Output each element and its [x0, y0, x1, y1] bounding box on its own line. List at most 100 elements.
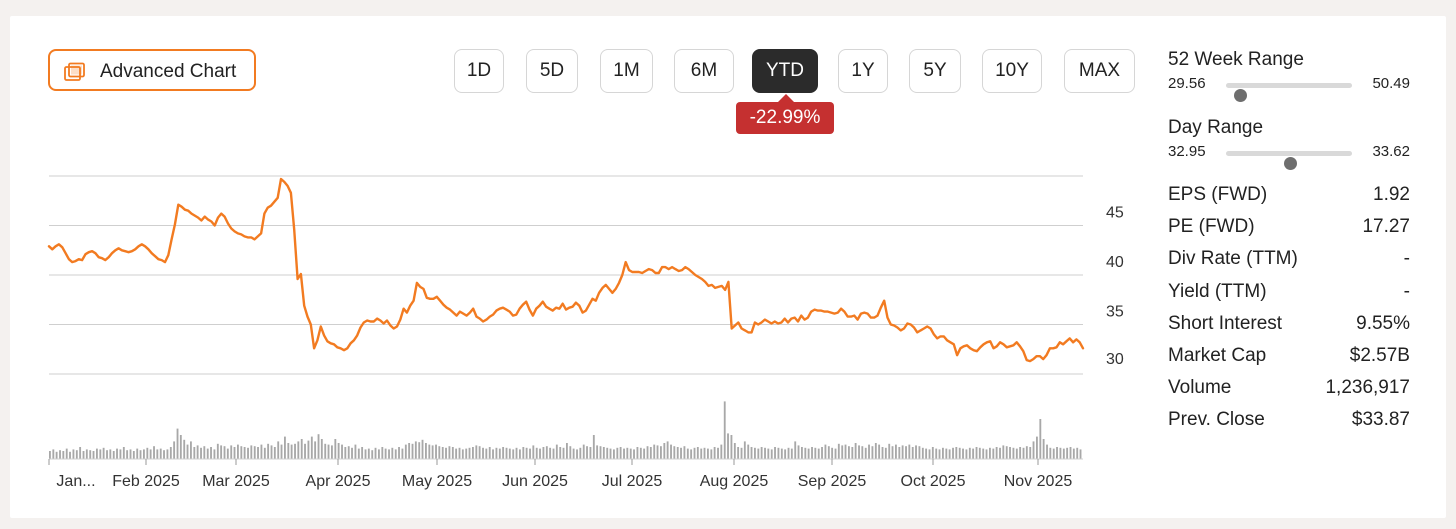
volume-bar [710, 449, 713, 459]
range-button-5d[interactable]: 5D [526, 49, 578, 93]
range-button-1d[interactable]: 1D [454, 49, 504, 93]
stat-row: Prev. Close $33.87 [1168, 409, 1410, 433]
volume-bar [535, 447, 538, 459]
volume-bar [438, 446, 441, 459]
volume-bar [589, 447, 592, 459]
volume-bar [139, 450, 142, 459]
range-button-1m[interactable]: 1M [600, 49, 653, 93]
y-tick-label: 40 [1106, 254, 1124, 271]
volume-bar [861, 446, 864, 459]
volume-bar [435, 444, 437, 459]
volume-bar [831, 447, 834, 459]
volume-bar [787, 447, 790, 459]
stat-label: PE (FWD) [1168, 216, 1255, 238]
stat-label: Volume [1168, 377, 1232, 399]
stat-value: $2.57B [1349, 345, 1410, 366]
volume-bar [978, 447, 981, 459]
volume-bar [260, 444, 263, 459]
volume-bar [381, 447, 384, 459]
volume-bar [915, 445, 917, 459]
volume-bar [905, 446, 907, 459]
volume-bar [388, 449, 390, 459]
volume-bar [851, 447, 854, 459]
volume-bar [425, 443, 427, 459]
volume-bar [344, 447, 347, 459]
stat-value: $33.87 [1351, 409, 1410, 431]
volume-bar [394, 449, 397, 459]
volume-bar [898, 447, 901, 459]
volume-bar [331, 445, 333, 459]
x-tick-label: Jun 2025 [502, 473, 568, 490]
volume-bar [519, 449, 521, 459]
day-range-title: Day Range [1168, 117, 1264, 138]
volume-bar [586, 446, 588, 459]
volume-bar [545, 446, 548, 459]
volume-bar [794, 441, 797, 459]
stat-value: - [1403, 248, 1410, 270]
x-tick-label: Aug 2025 [700, 473, 769, 490]
volume-bar [341, 444, 343, 459]
volume-bar [549, 447, 552, 459]
range-button-ytd[interactable]: YTD [752, 49, 818, 93]
volume-bar [925, 448, 928, 459]
volume-bar [59, 450, 61, 459]
volume-bar [55, 451, 58, 459]
volume-bar [492, 449, 494, 459]
volume-bar [633, 449, 635, 459]
volume-bar [559, 447, 562, 459]
advanced-chart-label: Advanced Chart [100, 61, 237, 82]
volume-bar [858, 445, 860, 459]
volume-bar [52, 449, 55, 459]
volume-bar [166, 449, 169, 459]
stat-label: Short Interest [1168, 312, 1283, 334]
volume-bar [807, 448, 810, 459]
volume-bar [186, 444, 189, 459]
day-high: 33.62 [1372, 143, 1410, 160]
volume-bar [1062, 448, 1065, 459]
range-button-max[interactable]: MAX [1064, 49, 1135, 93]
volume-bar [948, 449, 951, 459]
volume-bar [310, 436, 313, 459]
volume-bar [958, 447, 961, 459]
volume-bar [82, 451, 85, 459]
volume-bar [1012, 447, 1015, 459]
y-tick-label: 45 [1106, 205, 1124, 222]
stat-value: 1,236,917 [1325, 377, 1410, 399]
volume-bar [532, 445, 535, 459]
volume-bar [149, 449, 152, 459]
volume-bar [757, 448, 760, 459]
volume-bar [75, 450, 78, 459]
x-tick-label: Oct 2025 [901, 473, 966, 490]
volume-bar [814, 447, 817, 459]
volume-bar [1052, 448, 1055, 459]
range-button-5y[interactable]: 5Y [909, 49, 961, 93]
advanced-chart-button[interactable]: Advanced Chart [48, 49, 256, 91]
volume-bar [656, 445, 659, 459]
volume-bar [754, 447, 756, 459]
volume-bar [495, 447, 498, 459]
volume-bar [602, 447, 605, 459]
volume-bar [143, 449, 145, 459]
range-button-1y[interactable]: 1Y [838, 49, 888, 93]
volume-bar [401, 448, 404, 459]
volume-bar [764, 447, 766, 459]
volume-bar [542, 447, 545, 459]
volume-bar [972, 448, 975, 459]
volume-bar [767, 448, 770, 459]
volume-bar [79, 447, 82, 459]
range-button-10y[interactable]: 10Y [982, 49, 1042, 93]
volume-bar [455, 448, 458, 459]
volume-bar [616, 447, 619, 459]
volume-bar [132, 451, 135, 459]
volume-bar [770, 449, 773, 459]
volume-bar [693, 447, 696, 459]
volume-bar [72, 449, 75, 459]
volume-bar [408, 443, 411, 459]
stat-row: EPS (FWD) 1.92 [1168, 184, 1410, 208]
volume-bar [485, 448, 488, 459]
range-button-6m[interactable]: 6M [674, 49, 734, 93]
stat-row: Short Interest 9.55% [1168, 313, 1410, 337]
volume-bar [686, 448, 689, 459]
x-tick-label: Sep 2025 [798, 473, 867, 490]
volume-bar [1076, 447, 1079, 459]
